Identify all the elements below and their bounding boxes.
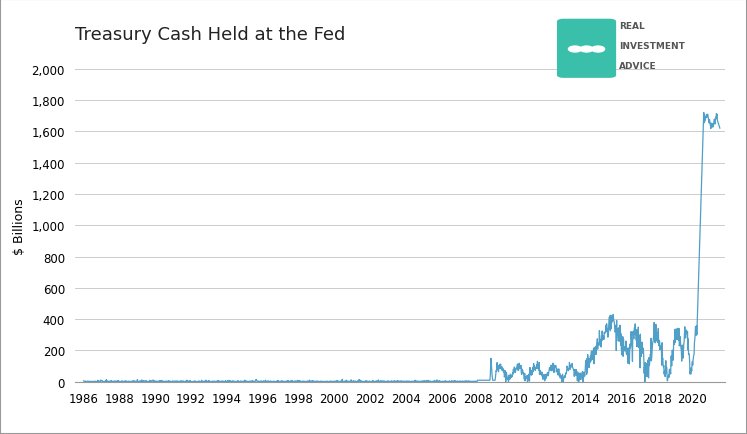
Text: REAL: REAL: [619, 22, 645, 31]
Circle shape: [580, 47, 593, 53]
Y-axis label: $ Billions: $ Billions: [13, 197, 26, 254]
FancyBboxPatch shape: [557, 20, 616, 79]
Text: Treasury Cash Held at the Fed: Treasury Cash Held at the Fed: [75, 26, 345, 43]
Circle shape: [568, 47, 582, 53]
Circle shape: [592, 47, 604, 53]
Text: INVESTMENT: INVESTMENT: [619, 42, 685, 51]
Text: ADVICE: ADVICE: [619, 62, 657, 71]
